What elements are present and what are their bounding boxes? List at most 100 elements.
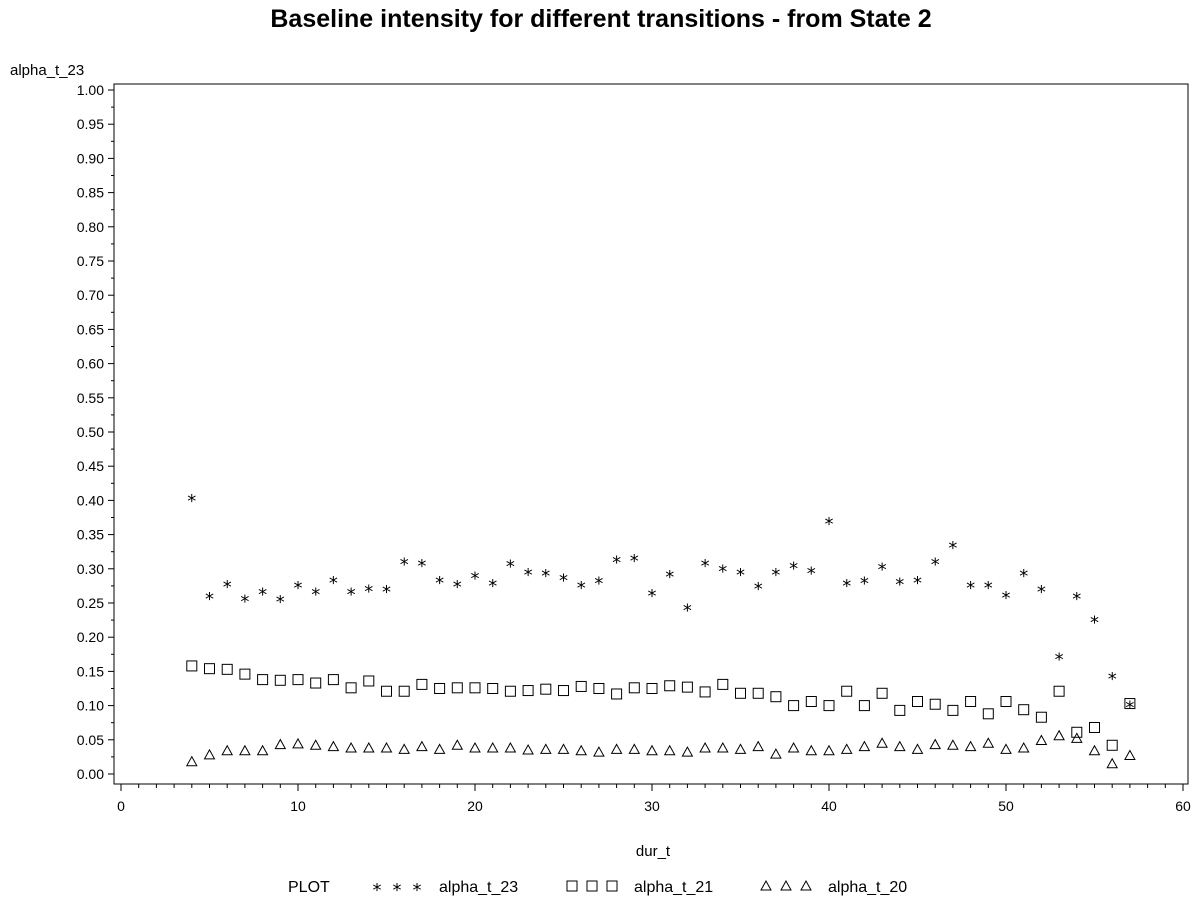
data-point xyxy=(540,683,552,695)
data-point: * xyxy=(878,559,887,580)
data-point: * xyxy=(931,555,940,576)
data-point: * xyxy=(541,566,550,587)
data-point xyxy=(1035,734,1048,745)
data-point xyxy=(611,688,623,700)
x-tick-label: 0 xyxy=(117,798,125,814)
data-point xyxy=(1124,698,1136,710)
x-tick-label: 60 xyxy=(1175,798,1191,814)
legend-title: PLOT xyxy=(288,879,330,896)
y-tick-label: 0.60 xyxy=(77,356,104,372)
data-point xyxy=(593,683,605,694)
y-tick-label: 0.70 xyxy=(77,287,104,303)
data-point: * xyxy=(205,589,214,610)
data-point xyxy=(1053,729,1065,741)
data-point xyxy=(221,663,233,675)
y-tick-label: 0.25 xyxy=(77,595,104,611)
data-point xyxy=(451,682,463,694)
data-point xyxy=(1106,757,1119,769)
data-point: * xyxy=(701,556,710,577)
data-point: * xyxy=(1037,582,1046,603)
data-point: * xyxy=(488,576,497,597)
data-point xyxy=(327,674,339,686)
data-point: * xyxy=(807,563,816,584)
y-tick-label: 0.00 xyxy=(77,766,104,782)
y-tick-label: 0.80 xyxy=(77,219,104,235)
data-point: * xyxy=(736,565,745,586)
data-point xyxy=(557,743,570,754)
legend-symbol xyxy=(800,879,812,891)
data-point xyxy=(558,685,569,697)
y-tick-label: 0.75 xyxy=(77,253,104,269)
data-point xyxy=(1088,744,1101,756)
data-point: * xyxy=(311,585,320,606)
chart-title: Baseline intensity for different transit… xyxy=(270,5,932,33)
data-point: * xyxy=(453,577,462,598)
data-point xyxy=(310,677,322,689)
data-point: * xyxy=(984,578,993,599)
data-point xyxy=(487,683,499,694)
legend-symbol xyxy=(780,879,792,891)
x-tick-label: 20 xyxy=(467,798,483,814)
data-point xyxy=(982,737,995,748)
data-point xyxy=(363,675,375,687)
data-point: * xyxy=(187,491,196,512)
data-point xyxy=(416,740,428,752)
data-point xyxy=(239,668,251,680)
data-point: * xyxy=(771,565,780,586)
data-point: * xyxy=(1090,613,1099,634)
data-marks: * * * * * * * * * * * * * * * * * * * * * * * * * * * * * * * * * * * * * * * *… xyxy=(185,491,1136,769)
data-point xyxy=(716,741,729,753)
data-point xyxy=(185,755,198,767)
data-point: * xyxy=(347,585,356,606)
data-point: * xyxy=(1072,589,1081,610)
data-point xyxy=(1071,726,1083,738)
legend-symbol: * xyxy=(393,880,402,899)
data-point: * xyxy=(1055,650,1064,671)
legend: PLOT * * * alpha_t_23 alpha_t_21 alpha_t_20 xyxy=(288,879,907,899)
y-tick-label: 0.95 xyxy=(77,116,104,132)
data-point xyxy=(504,741,517,753)
data-point xyxy=(964,740,977,752)
data-point xyxy=(982,708,994,720)
legend-symbol xyxy=(566,880,578,892)
data-point xyxy=(539,743,552,754)
data-point xyxy=(204,663,215,675)
data-point xyxy=(345,682,357,694)
y-tick-label: 0.20 xyxy=(77,629,104,645)
data-point: * xyxy=(683,600,692,621)
y-axis-label: alpha_t_23 xyxy=(10,62,84,79)
series-alpha_t_23: * * * * * * * * * * * * * * * * * * * * * * * * * * * * * * * * * * * * * * * *… xyxy=(187,491,1134,719)
data-point xyxy=(292,674,304,686)
data-point xyxy=(381,685,392,697)
data-point xyxy=(1089,721,1100,733)
legend-symbol xyxy=(606,880,618,892)
data-point xyxy=(752,687,764,699)
data-point: * xyxy=(825,514,834,535)
data-point: * xyxy=(895,574,904,595)
data-point: * xyxy=(258,585,267,606)
series-alpha_t_20 xyxy=(185,729,1136,769)
data-point xyxy=(1070,732,1083,743)
data-point xyxy=(929,738,942,750)
data-point xyxy=(1124,749,1136,761)
data-point xyxy=(770,691,782,703)
data-point xyxy=(1017,741,1030,753)
legend-symbol: * xyxy=(413,880,422,899)
y-tick-label: 1.00 xyxy=(77,82,104,98)
data-point: * xyxy=(860,574,869,595)
data-point xyxy=(345,741,357,753)
data-point: * xyxy=(559,570,568,591)
data-point xyxy=(805,744,818,756)
x-axis: 0 10 20 30 40 50 60 xyxy=(117,784,1191,814)
data-point: * xyxy=(223,577,232,598)
y-tick-label: 0.85 xyxy=(77,185,104,201)
data-point xyxy=(681,681,693,693)
data-point xyxy=(911,743,924,754)
data-point xyxy=(681,746,694,757)
data-point xyxy=(186,660,198,672)
data-point: * xyxy=(754,579,763,600)
legend-symbol: * xyxy=(373,880,382,899)
data-point: * xyxy=(382,582,391,603)
data-point xyxy=(203,748,216,760)
